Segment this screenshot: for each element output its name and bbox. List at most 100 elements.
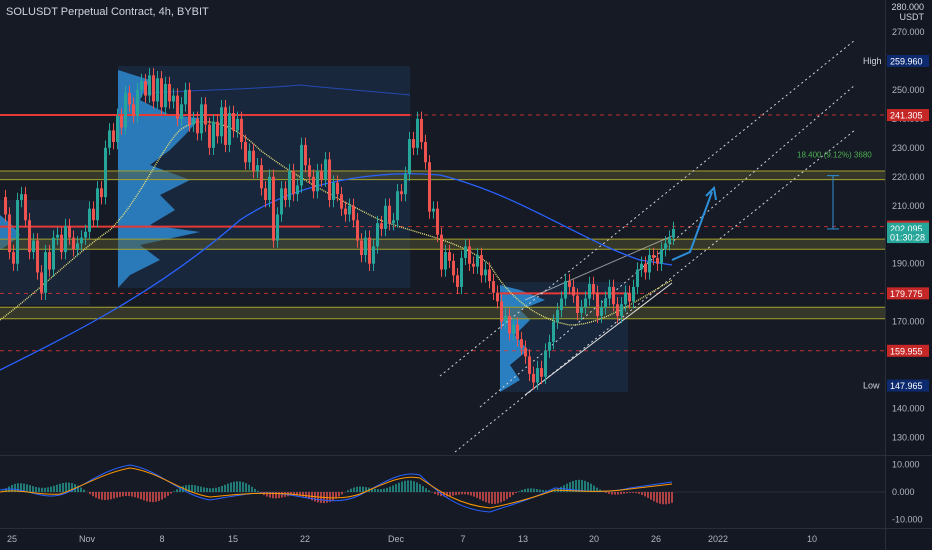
macd-bar <box>662 492 664 505</box>
price-tick: 140.000 <box>892 404 925 414</box>
candle-body <box>224 107 227 145</box>
candle-body <box>432 208 435 212</box>
price-label-value: 202.095 <box>890 224 923 234</box>
macd-bar <box>608 492 610 494</box>
candle-body <box>152 75 155 102</box>
macd-bar <box>98 492 100 500</box>
macd-bar <box>200 486 202 492</box>
candle-body <box>300 144 303 186</box>
candle-body <box>444 252 447 270</box>
macd-bar <box>398 482 400 492</box>
candle-body <box>372 246 375 264</box>
macd-bar <box>569 482 571 492</box>
candle-body <box>536 368 539 383</box>
candle-body <box>356 220 359 241</box>
macd-bar <box>353 487 355 492</box>
candle-body <box>556 310 559 322</box>
macd-bar <box>527 488 529 492</box>
macd-bar <box>644 492 646 497</box>
macd-bar <box>215 487 217 492</box>
macd-bar <box>584 480 586 492</box>
macd-bar <box>158 492 160 501</box>
macd-signal-line <box>0 467 673 509</box>
candle-body <box>664 243 667 250</box>
candle-body <box>504 315 507 322</box>
macd-bar <box>32 486 34 492</box>
candle-body <box>4 197 7 215</box>
candle-body <box>532 373 535 383</box>
candle-body <box>204 104 207 125</box>
macd-tick: -10.000 <box>892 515 923 525</box>
candle-body <box>180 104 183 119</box>
macd-bar <box>47 487 49 492</box>
candle-body <box>568 281 571 287</box>
candle-body <box>316 170 319 192</box>
macd-bar <box>155 492 157 502</box>
candle-body <box>256 165 259 171</box>
macd-bar <box>257 491 259 492</box>
candle-body <box>452 260 455 276</box>
candle-body <box>156 78 159 102</box>
macd-bar <box>413 481 415 492</box>
volume-profile-histogram-2 <box>500 285 545 392</box>
macd-bar <box>365 487 367 492</box>
candle-body <box>548 341 551 351</box>
macd-bar <box>470 492 472 496</box>
candle-body <box>268 176 271 200</box>
macd-bar <box>212 488 214 492</box>
macd-bar <box>5 488 7 492</box>
price-tick: 250.000 <box>892 85 925 95</box>
macd-bar <box>11 484 13 492</box>
candle-body <box>264 188 267 200</box>
candle-body <box>584 298 587 308</box>
candle-body <box>668 237 671 244</box>
macd-bar <box>521 489 523 492</box>
macd-bar <box>173 491 175 492</box>
candle-body <box>396 191 399 221</box>
macd-bar <box>359 486 361 492</box>
macd-bar <box>410 480 412 492</box>
macd-bar <box>65 482 67 492</box>
candle-body <box>88 208 91 232</box>
macd-bar <box>380 489 382 492</box>
candle-body <box>100 188 103 198</box>
channel-upper <box>439 39 856 377</box>
candle-body <box>376 223 379 247</box>
candle-body <box>408 139 411 174</box>
candle-body <box>216 121 219 137</box>
candle-body <box>644 263 647 273</box>
macd-bar <box>422 486 424 492</box>
candle-body <box>628 292 631 302</box>
candle-body <box>580 307 583 313</box>
candle-body <box>360 240 363 256</box>
candle-body <box>128 92 131 105</box>
macd-bar <box>77 485 79 492</box>
candle-body <box>92 208 95 221</box>
price-label-value: 147.965 <box>890 381 923 391</box>
candle-body <box>544 350 547 377</box>
macd-bar <box>629 492 631 493</box>
macd-bar <box>437 492 439 496</box>
currency-label: USDT <box>899 12 925 22</box>
macd-bar <box>110 492 112 500</box>
macd-bar <box>62 482 64 492</box>
candle-body <box>524 347 527 357</box>
candle-body <box>308 165 311 177</box>
macd-bar <box>248 484 250 492</box>
macd-bar <box>665 492 667 505</box>
macd-bar <box>512 492 514 496</box>
time-tick: 8 <box>159 534 164 544</box>
macd-bar <box>503 492 505 501</box>
macd-bar <box>539 489 541 492</box>
macd-bar <box>89 492 91 495</box>
candle-body <box>240 118 243 143</box>
channel-lower <box>454 129 856 453</box>
macd-bar <box>401 481 403 492</box>
macd-bar <box>140 492 142 500</box>
macd-bar <box>383 488 385 492</box>
macd-bar <box>152 492 154 503</box>
candle-body <box>616 304 619 316</box>
macd-bar <box>113 492 115 499</box>
candle-body <box>412 139 415 148</box>
